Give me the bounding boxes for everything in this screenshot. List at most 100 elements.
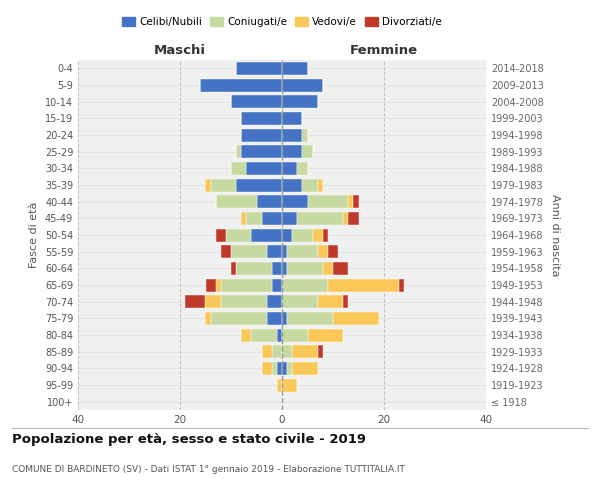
Bar — [287, 245, 318, 258]
Bar — [282, 145, 302, 158]
Bar — [282, 78, 323, 92]
Bar — [282, 295, 318, 308]
Bar — [318, 295, 343, 308]
Bar — [318, 345, 323, 358]
Bar — [216, 278, 221, 291]
Bar — [308, 328, 343, 342]
Text: Popolazione per età, sesso e stato civile - 2019: Popolazione per età, sesso e stato civil… — [12, 432, 366, 446]
Bar — [282, 228, 292, 241]
Bar — [282, 345, 292, 358]
Bar — [282, 378, 298, 392]
Bar — [267, 245, 282, 258]
Bar — [302, 178, 318, 192]
Bar — [206, 295, 221, 308]
Bar — [231, 95, 282, 108]
Bar — [343, 212, 349, 225]
Bar — [282, 162, 298, 175]
Bar — [349, 212, 359, 225]
Bar — [277, 328, 282, 342]
Bar — [282, 62, 308, 75]
Bar — [343, 295, 349, 308]
Bar — [251, 328, 277, 342]
Bar — [216, 195, 257, 208]
Bar — [262, 362, 272, 375]
Bar — [231, 162, 247, 175]
Bar — [333, 262, 349, 275]
Bar — [241, 212, 247, 225]
Bar — [328, 278, 400, 291]
Bar — [221, 295, 267, 308]
Text: Femmine: Femmine — [350, 44, 418, 57]
Bar — [211, 178, 236, 192]
Bar — [277, 378, 282, 392]
Bar — [302, 128, 308, 141]
Bar — [282, 312, 287, 325]
Bar — [241, 328, 251, 342]
Bar — [308, 195, 349, 208]
Bar — [272, 262, 282, 275]
Bar — [287, 262, 323, 275]
Bar — [292, 362, 318, 375]
Bar — [241, 112, 282, 125]
Bar — [333, 312, 379, 325]
Bar — [272, 278, 282, 291]
Bar — [236, 145, 241, 158]
Bar — [287, 312, 333, 325]
Bar — [318, 178, 323, 192]
Bar — [400, 278, 404, 291]
Bar — [282, 362, 287, 375]
Bar — [200, 78, 282, 92]
Bar — [292, 228, 313, 241]
Y-axis label: Fasce di età: Fasce di età — [29, 202, 39, 268]
Bar — [313, 228, 323, 241]
Bar — [328, 245, 338, 258]
Bar — [282, 95, 318, 108]
Bar — [185, 295, 206, 308]
Bar — [241, 145, 282, 158]
Bar — [302, 145, 313, 158]
Bar — [282, 262, 287, 275]
Bar — [272, 362, 277, 375]
Bar — [287, 362, 292, 375]
Text: COMUNE DI BARDINETO (SV) - Dati ISTAT 1° gennaio 2019 - Elaborazione TUTTITALIA.: COMUNE DI BARDINETO (SV) - Dati ISTAT 1°… — [12, 466, 405, 474]
Bar — [231, 262, 236, 275]
Bar — [298, 162, 308, 175]
Bar — [282, 128, 302, 141]
Bar — [257, 195, 282, 208]
Bar — [206, 178, 211, 192]
Bar — [211, 312, 267, 325]
Bar — [221, 245, 231, 258]
Bar — [251, 228, 282, 241]
Bar — [241, 128, 282, 141]
Bar — [349, 195, 353, 208]
Bar — [262, 212, 282, 225]
Bar — [272, 345, 282, 358]
Bar — [221, 278, 272, 291]
Bar — [282, 195, 308, 208]
Bar — [282, 178, 302, 192]
Bar — [282, 245, 287, 258]
Bar — [247, 212, 262, 225]
Bar — [292, 345, 318, 358]
Bar — [236, 178, 282, 192]
Bar — [298, 212, 343, 225]
Text: Maschi: Maschi — [154, 44, 206, 57]
Bar — [282, 278, 328, 291]
Bar — [267, 295, 282, 308]
Bar — [262, 345, 272, 358]
Bar — [323, 228, 328, 241]
Bar — [282, 112, 302, 125]
Bar — [353, 195, 359, 208]
Bar — [247, 162, 282, 175]
Bar — [216, 228, 226, 241]
Bar — [231, 245, 267, 258]
Bar — [318, 245, 328, 258]
Bar — [236, 62, 282, 75]
Bar — [282, 212, 298, 225]
Bar — [282, 328, 308, 342]
Bar — [206, 312, 211, 325]
Bar — [226, 228, 251, 241]
Bar — [277, 362, 282, 375]
Bar — [267, 312, 282, 325]
Bar — [206, 278, 216, 291]
